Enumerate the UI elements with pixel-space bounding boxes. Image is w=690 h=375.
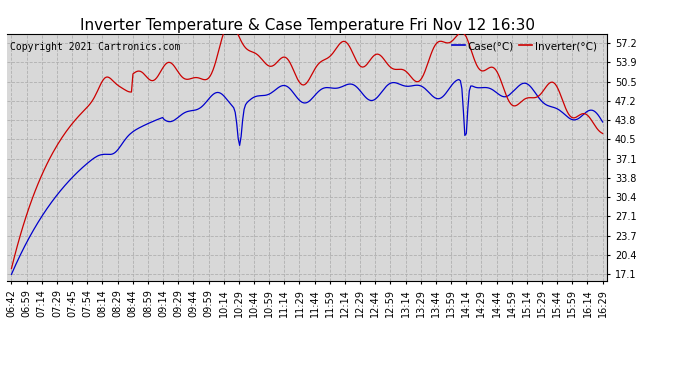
Title: Inverter Temperature & Case Temperature Fri Nov 12 16:30: Inverter Temperature & Case Temperature … [79,18,535,33]
Text: Copyright 2021 Cartronics.com: Copyright 2021 Cartronics.com [10,42,180,52]
Legend: Case(°C), Inverter(°C): Case(°C), Inverter(°C) [450,39,599,53]
